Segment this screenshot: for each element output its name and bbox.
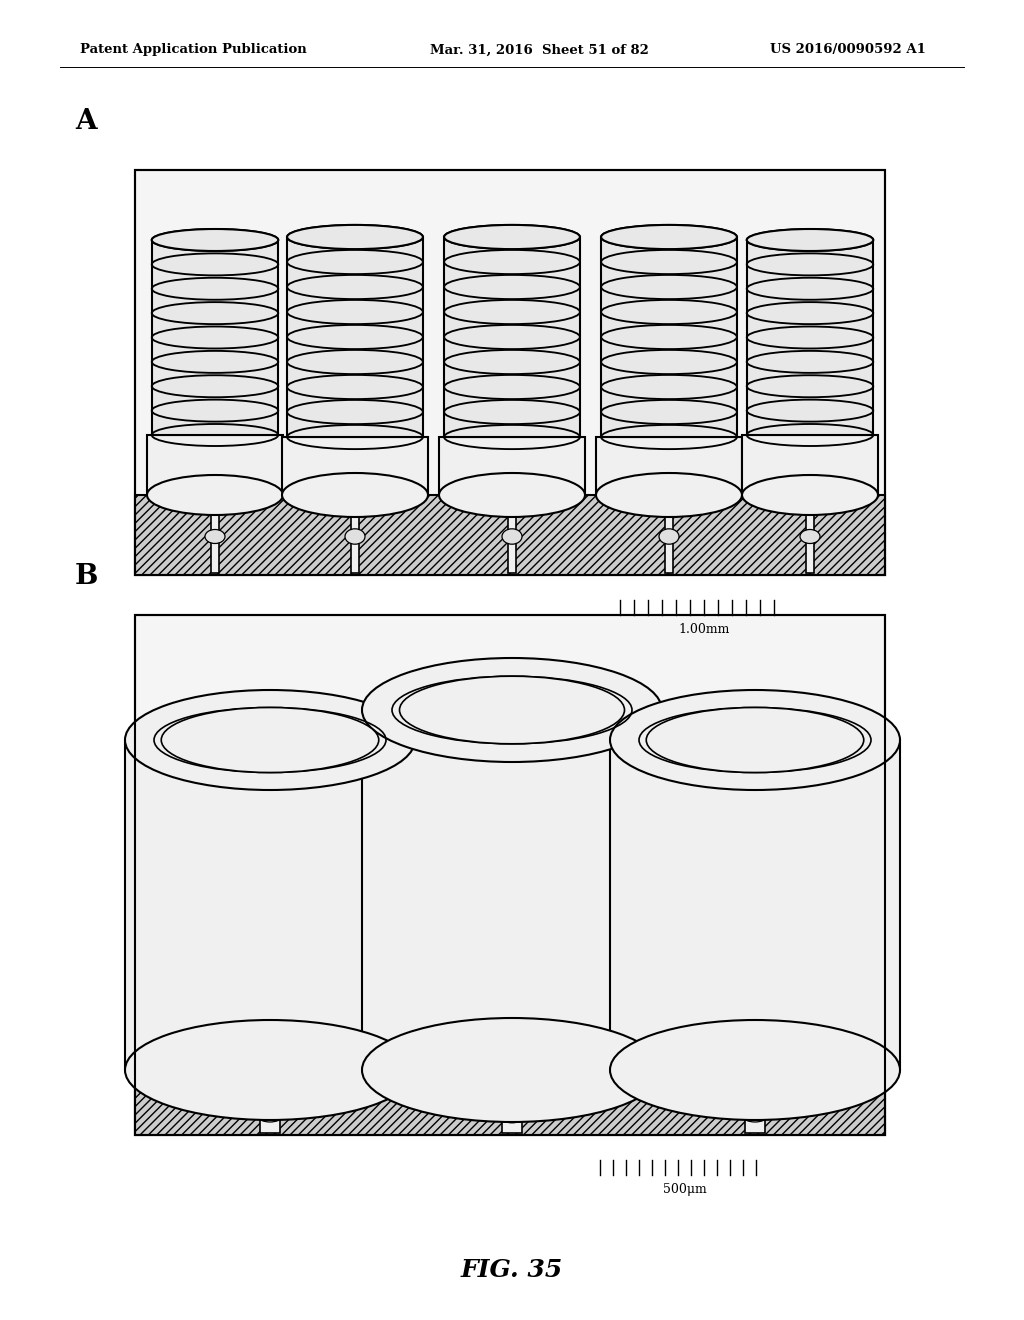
Bar <box>362 710 662 1071</box>
Text: B: B <box>75 564 98 590</box>
Bar <box>742 436 878 495</box>
Ellipse shape <box>610 690 900 789</box>
Bar <box>508 503 516 573</box>
Bar <box>147 436 283 495</box>
Bar <box>125 741 415 1071</box>
Ellipse shape <box>610 1020 900 1119</box>
Bar <box>135 615 885 1135</box>
Text: Mar. 31, 2016  Sheet 51 of 82: Mar. 31, 2016 Sheet 51 of 82 <box>430 44 649 57</box>
Ellipse shape <box>733 1082 777 1122</box>
Ellipse shape <box>399 676 625 743</box>
Text: Patent Application Publication: Patent Application Publication <box>80 44 307 57</box>
Bar <box>351 503 359 573</box>
Bar <box>152 240 279 436</box>
Ellipse shape <box>646 708 864 772</box>
Ellipse shape <box>147 475 283 515</box>
Bar <box>282 437 428 495</box>
Bar <box>596 437 742 495</box>
Bar <box>601 238 737 437</box>
Text: 500μm: 500μm <box>663 1183 707 1196</box>
Text: 1.00mm: 1.00mm <box>678 623 730 636</box>
Bar <box>806 503 814 573</box>
Bar <box>211 503 219 573</box>
Ellipse shape <box>205 529 225 544</box>
Ellipse shape <box>439 473 585 517</box>
Bar <box>135 1071 885 1135</box>
Ellipse shape <box>362 657 662 762</box>
Bar <box>260 1073 280 1133</box>
Ellipse shape <box>161 708 379 772</box>
Ellipse shape <box>444 224 580 249</box>
Bar <box>745 1073 765 1133</box>
Ellipse shape <box>152 228 279 251</box>
Bar <box>287 238 423 437</box>
Ellipse shape <box>125 1020 415 1119</box>
Ellipse shape <box>601 224 737 249</box>
Bar <box>746 240 873 436</box>
Bar <box>439 437 585 495</box>
Bar <box>135 615 885 1135</box>
Ellipse shape <box>248 1082 292 1122</box>
Ellipse shape <box>502 529 522 544</box>
Text: A: A <box>75 108 96 135</box>
Ellipse shape <box>746 228 873 251</box>
Text: FIG. 35: FIG. 35 <box>461 1258 563 1282</box>
Ellipse shape <box>287 224 423 249</box>
Bar <box>135 170 885 576</box>
Bar <box>665 503 673 573</box>
Bar <box>444 238 580 437</box>
Ellipse shape <box>800 529 820 544</box>
Bar <box>135 495 885 576</box>
Ellipse shape <box>282 473 428 517</box>
Ellipse shape <box>742 475 878 515</box>
Ellipse shape <box>362 1018 662 1122</box>
Bar <box>135 170 885 576</box>
Text: US 2016/0090592 A1: US 2016/0090592 A1 <box>770 44 926 57</box>
Ellipse shape <box>659 529 679 544</box>
Bar <box>610 741 900 1071</box>
Ellipse shape <box>345 529 365 544</box>
Ellipse shape <box>490 1081 534 1123</box>
Ellipse shape <box>596 473 742 517</box>
Ellipse shape <box>125 690 415 789</box>
Bar <box>502 1073 522 1133</box>
